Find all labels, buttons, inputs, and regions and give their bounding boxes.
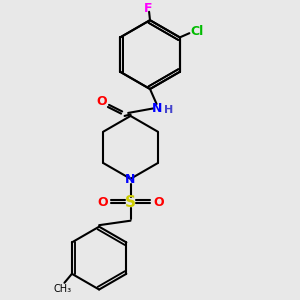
- Text: O: O: [96, 95, 106, 108]
- Text: O: O: [98, 196, 108, 209]
- Text: F: F: [144, 2, 153, 15]
- Text: N: N: [125, 173, 136, 186]
- Text: N: N: [152, 102, 162, 115]
- Text: H: H: [164, 105, 173, 115]
- Text: CH₃: CH₃: [54, 284, 72, 294]
- Text: S: S: [125, 195, 136, 210]
- Text: Cl: Cl: [190, 25, 204, 38]
- Text: O: O: [153, 196, 164, 209]
